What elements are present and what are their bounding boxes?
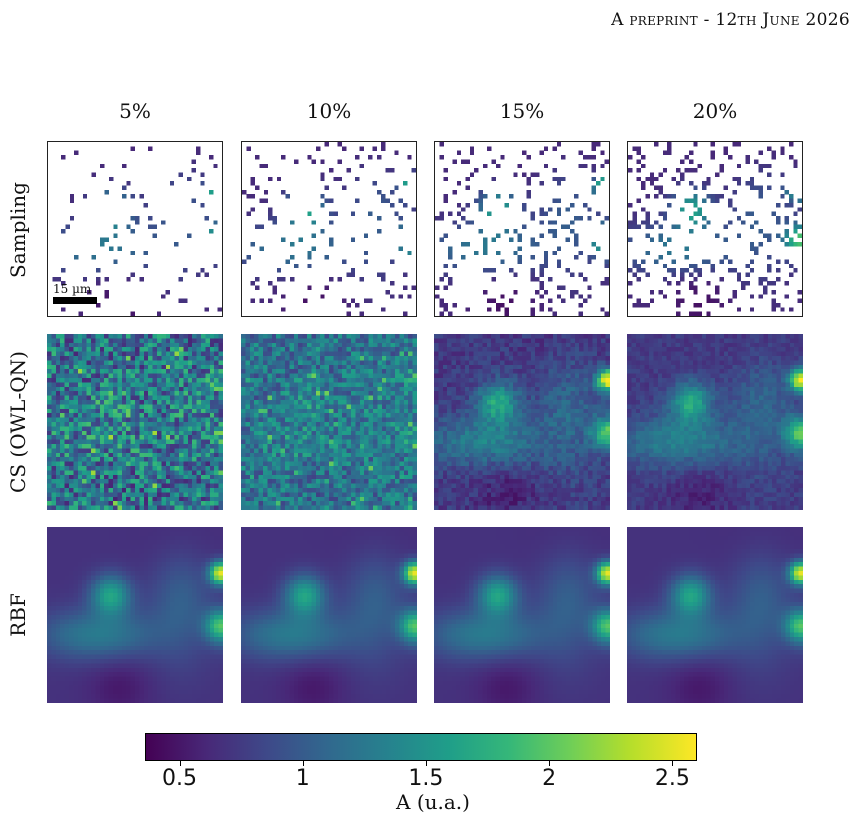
colorbar-tick-label: 0.5 [162,766,197,791]
cs-reconstruction-panel-2 [241,334,417,510]
rbf-reconstruction-panel-2 [241,527,417,703]
colorbar [145,733,697,761]
column-label-10: 10% [306,99,352,123]
row-label-sampling: Sampling [6,182,30,278]
column-label-20: 20% [692,99,738,123]
row-label-rbf: RBF [6,593,30,637]
page-header: A preprint - 12th June 2026 [611,10,850,30]
scale-bar-line [53,297,97,304]
sampling-panel-2 [241,141,417,317]
colorbar-tick [672,760,674,766]
scale-bar-label: 15 µm [53,282,92,296]
colorbar-tick [549,760,551,766]
colorbar-label: A (u.a.) [396,790,470,814]
colorbar-tick-label: 2 [542,766,557,791]
colorbar-tick [302,760,304,766]
colorbar-tick-label: 1.5 [408,766,444,791]
cs-reconstruction-panel-1 [47,334,223,510]
column-label-5: 5% [119,99,151,123]
sampling-panel-3 [434,141,610,317]
cs-reconstruction-panel-3 [434,334,610,510]
rbf-reconstruction-panel-1 [47,527,223,703]
scale-bar: 15 µm [53,282,97,304]
cs-reconstruction-panel-4 [627,334,803,510]
rbf-reconstruction-panel-3 [434,527,610,703]
column-label-15: 15% [499,99,545,123]
colorbar-tick-label: 2.5 [654,766,690,791]
sampling-panel-1 [47,141,223,317]
header-text: A preprint - 12th June 2026 [611,10,850,30]
colorbar-tick [179,760,181,766]
rbf-reconstruction-panel-4 [627,527,803,703]
colorbar-tick [425,760,427,766]
sampling-panel-4 [627,141,803,317]
row-label-cs: CS (OWL-QN) [6,351,30,493]
colorbar-tick-label: 1 [295,766,310,791]
